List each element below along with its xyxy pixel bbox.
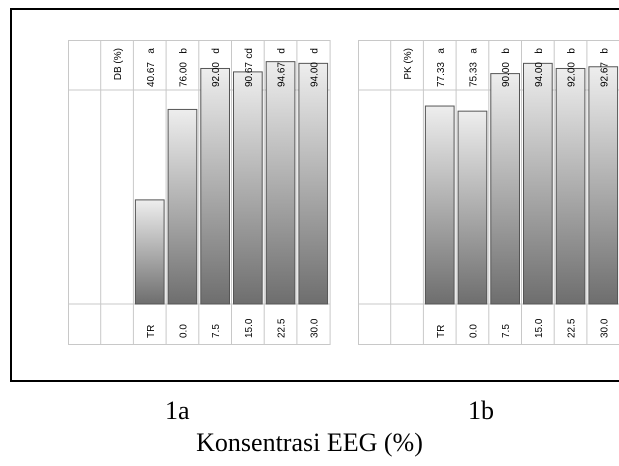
- data-label: 92.67: [599, 62, 610, 87]
- category-tick-label: 30.0: [599, 318, 610, 338]
- data-label: 94.67: [277, 62, 288, 87]
- bar: [167, 108, 198, 305]
- data-label: 94.00: [309, 62, 320, 87]
- bar: [233, 71, 263, 305]
- data-label: 90.67: [244, 62, 255, 87]
- panel-caption-1a: 1a: [165, 396, 190, 425]
- bar: [424, 105, 455, 305]
- data-label: 92.00: [567, 62, 578, 87]
- data-label: 75.33: [468, 62, 479, 87]
- category-tick-label: 0.0: [468, 324, 479, 338]
- data-label: 94.00: [534, 62, 545, 87]
- y-axis-label: PK (%): [403, 48, 414, 80]
- bar: [134, 199, 165, 305]
- significance-letter: cd: [244, 48, 255, 59]
- data-label: 92.00: [211, 62, 222, 87]
- significance-letter: b: [534, 48, 545, 54]
- significance-letter: b: [567, 48, 578, 54]
- chart-panel-1a: DB (%) a 40.67 TR b 76.00 0.0 d 92.00 7.5 cd 90.67 1…: [68, 40, 331, 345]
- bar: [200, 67, 231, 305]
- significance-letter: d: [211, 48, 222, 54]
- category-tick-label: TR: [436, 325, 447, 338]
- bar: [457, 110, 488, 305]
- bar: [490, 73, 521, 305]
- bar: [588, 66, 619, 305]
- significance-letter: a: [436, 48, 447, 54]
- bar: [523, 62, 553, 305]
- bar: [555, 67, 586, 305]
- category-tick-label: 7.5: [501, 324, 512, 338]
- data-label: 40.67: [146, 62, 157, 87]
- category-tick-label: TR: [146, 325, 157, 338]
- data-label: 76.00: [178, 62, 189, 87]
- data-label: 90.00: [501, 62, 512, 87]
- bar: [298, 62, 329, 305]
- significance-letter: d: [277, 48, 288, 54]
- panel-caption-1b: 1b: [468, 396, 494, 425]
- significance-letter: b: [501, 48, 512, 54]
- x-axis-title: Konsentrasi EEG (%): [196, 428, 423, 457]
- chart-panel-1b: PK (%) a 77.33 TR a 75.33 0.0 b 90.00 7.5 b 94.00 15…: [358, 40, 619, 345]
- data-label: 77.33: [436, 62, 447, 87]
- category-tick-label: 22.5: [277, 318, 288, 338]
- significance-letter: b: [178, 48, 189, 54]
- category-tick-label: 15.0: [244, 318, 255, 338]
- significance-letter: a: [468, 48, 479, 54]
- category-tick-label: 15.0: [534, 318, 545, 338]
- category-tick-label: 30.0: [309, 318, 320, 338]
- significance-letter: b: [599, 48, 610, 54]
- y-axis-label: DB (%): [113, 48, 124, 80]
- bar: [265, 61, 296, 305]
- category-tick-label: 22.5: [567, 318, 578, 338]
- category-tick-label: 0.0: [178, 324, 189, 338]
- figure-frame: [10, 8, 619, 382]
- significance-letter: d: [309, 48, 320, 54]
- significance-letter: a: [146, 48, 157, 54]
- category-tick-label: 7.5: [211, 324, 222, 338]
